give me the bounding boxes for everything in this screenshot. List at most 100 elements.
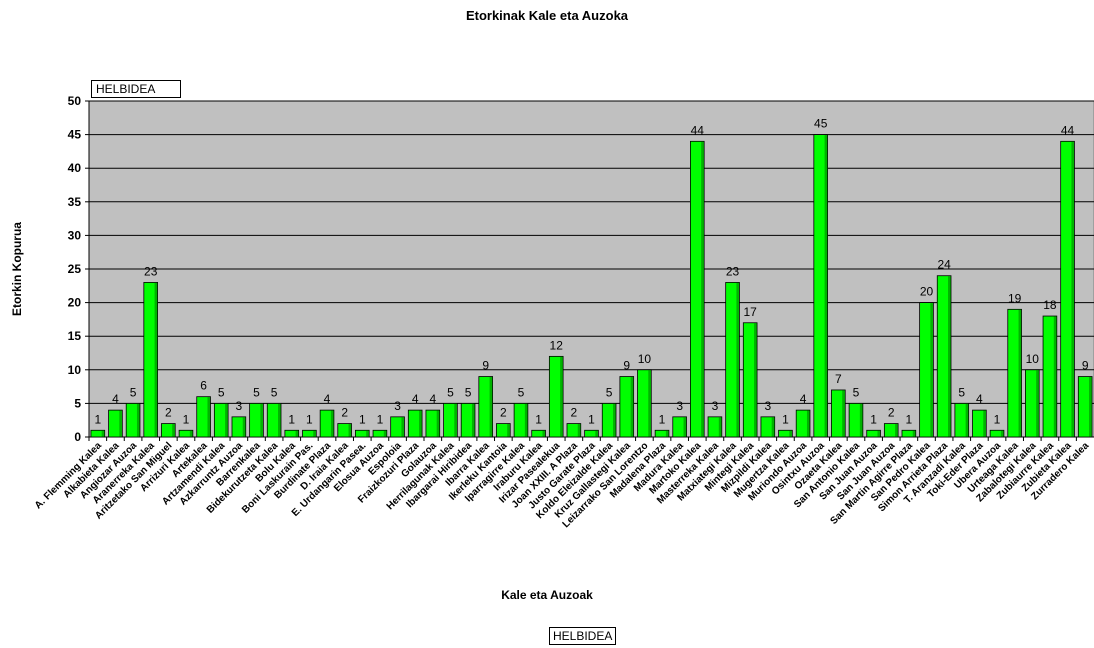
bar bbox=[355, 429, 370, 438]
data-label: 5 bbox=[518, 385, 525, 399]
bar bbox=[566, 423, 582, 438]
bar-shade bbox=[260, 403, 263, 437]
data-label: 6 bbox=[200, 379, 207, 393]
bar-shade bbox=[313, 430, 316, 437]
bar bbox=[178, 429, 194, 438]
bar bbox=[919, 302, 934, 438]
bar bbox=[637, 369, 652, 438]
data-label: 5 bbox=[130, 385, 137, 399]
data-label: 7 bbox=[835, 372, 842, 386]
data-label: 10 bbox=[1026, 352, 1040, 366]
bar-shade bbox=[912, 430, 916, 437]
data-label: 3 bbox=[764, 399, 771, 413]
bar-shade bbox=[754, 323, 757, 437]
data-label: 3 bbox=[394, 399, 401, 413]
bar-shade bbox=[172, 424, 175, 437]
bar-shade bbox=[930, 303, 933, 437]
data-label: 2 bbox=[500, 406, 507, 420]
bar-shade bbox=[1000, 430, 1004, 437]
bar bbox=[108, 409, 123, 438]
bar bbox=[936, 275, 952, 438]
data-label: 2 bbox=[571, 406, 578, 420]
data-label: 1 bbox=[288, 412, 295, 426]
data-label: 23 bbox=[144, 264, 158, 278]
data-label: 5 bbox=[853, 385, 860, 399]
bar-shade bbox=[771, 417, 775, 437]
data-label: 1 bbox=[183, 412, 190, 426]
bar-shade bbox=[859, 403, 863, 437]
bar-shade bbox=[507, 424, 510, 437]
bar bbox=[584, 429, 599, 438]
bar bbox=[337, 423, 352, 438]
bar-shade bbox=[613, 403, 616, 437]
bar-shade bbox=[1089, 377, 1092, 437]
bar bbox=[760, 416, 776, 438]
bar bbox=[989, 429, 1005, 438]
bar bbox=[390, 416, 405, 438]
bar bbox=[249, 402, 264, 438]
data-label: 2 bbox=[165, 406, 172, 420]
bar-shade bbox=[119, 410, 122, 437]
bar-shade bbox=[295, 430, 299, 437]
data-label: 1 bbox=[377, 412, 384, 426]
bar-shade bbox=[1036, 370, 1039, 437]
bar-shade bbox=[1018, 309, 1022, 437]
bar-shade bbox=[278, 403, 281, 437]
bar-shade bbox=[630, 377, 634, 437]
data-label: 9 bbox=[623, 359, 630, 373]
data-label: 4 bbox=[324, 392, 331, 406]
data-label: 1 bbox=[782, 412, 789, 426]
bar-shade bbox=[101, 430, 105, 437]
bar bbox=[531, 429, 546, 438]
bar-shade bbox=[948, 276, 951, 437]
bar bbox=[619, 376, 635, 438]
bar-shade bbox=[383, 430, 387, 437]
bar-shade bbox=[154, 282, 158, 437]
data-label: 24 bbox=[937, 258, 951, 272]
bar bbox=[231, 416, 247, 438]
bar bbox=[213, 402, 229, 438]
bar-shade bbox=[454, 403, 457, 437]
y-tick-label: 35 bbox=[68, 195, 82, 209]
bar-shade bbox=[736, 282, 739, 437]
bar-shade bbox=[595, 430, 598, 437]
bar-shade bbox=[348, 424, 352, 437]
field-button-top[interactable]: HELBIDEA bbox=[91, 80, 181, 98]
bar bbox=[407, 409, 423, 438]
bar bbox=[496, 423, 511, 438]
y-tick-label: 0 bbox=[74, 430, 81, 444]
bar bbox=[866, 429, 881, 438]
y-axis-title: Etorkin Kopurua bbox=[10, 222, 24, 317]
bar-shade bbox=[436, 410, 440, 437]
bar bbox=[883, 423, 899, 438]
bar-shade bbox=[207, 397, 210, 437]
data-label: 1 bbox=[535, 412, 542, 426]
data-label: 12 bbox=[550, 338, 564, 352]
bar bbox=[302, 429, 317, 438]
y-tick-label: 45 bbox=[68, 128, 82, 142]
bar bbox=[548, 355, 564, 438]
bar-shade bbox=[877, 430, 880, 437]
bar bbox=[831, 389, 846, 438]
bar bbox=[1025, 369, 1040, 438]
bar bbox=[672, 416, 687, 438]
data-label: 5 bbox=[253, 385, 260, 399]
bar bbox=[742, 322, 758, 438]
bar-shade bbox=[560, 356, 563, 437]
data-label: 5 bbox=[606, 385, 613, 399]
bar-shade bbox=[718, 417, 722, 437]
bar-shade bbox=[471, 403, 475, 437]
bar bbox=[813, 134, 828, 438]
bar-shade bbox=[965, 403, 969, 437]
data-label: 1 bbox=[994, 412, 1001, 426]
data-label: 23 bbox=[726, 264, 740, 278]
data-label: 4 bbox=[112, 392, 119, 406]
data-label: 10 bbox=[638, 352, 652, 366]
bar bbox=[1077, 376, 1093, 438]
bar-shade bbox=[136, 403, 140, 437]
field-button-bottom[interactable]: HELBIDEA bbox=[549, 627, 617, 645]
data-label: 19 bbox=[1008, 291, 1022, 305]
bar bbox=[143, 282, 158, 438]
bar bbox=[196, 396, 211, 438]
